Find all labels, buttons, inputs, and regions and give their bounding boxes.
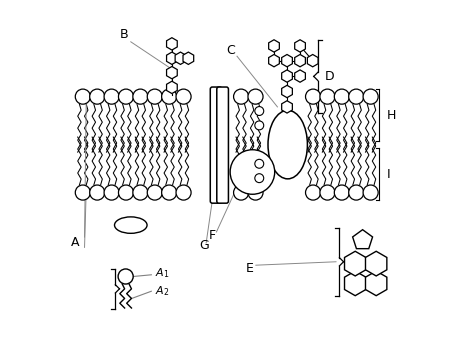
Text: $A_2$: $A_2$ — [155, 284, 169, 298]
Polygon shape — [295, 54, 305, 67]
Text: A: A — [71, 236, 79, 249]
Circle shape — [255, 107, 264, 116]
Circle shape — [176, 89, 191, 104]
Circle shape — [90, 185, 105, 200]
Polygon shape — [345, 251, 366, 276]
Text: I: I — [387, 168, 391, 181]
Circle shape — [334, 185, 349, 200]
Ellipse shape — [268, 110, 308, 179]
Polygon shape — [282, 54, 292, 67]
Circle shape — [176, 185, 191, 200]
Polygon shape — [295, 70, 305, 82]
Circle shape — [306, 89, 320, 104]
Polygon shape — [365, 251, 387, 276]
Text: D: D — [325, 70, 334, 83]
Polygon shape — [166, 38, 177, 50]
Circle shape — [230, 150, 275, 194]
Circle shape — [248, 185, 263, 200]
Circle shape — [320, 89, 335, 104]
Circle shape — [363, 185, 378, 200]
Circle shape — [133, 185, 148, 200]
Text: E: E — [246, 262, 254, 275]
Circle shape — [118, 89, 134, 104]
Polygon shape — [166, 52, 177, 64]
Polygon shape — [282, 70, 292, 82]
Circle shape — [255, 159, 264, 168]
Circle shape — [75, 185, 91, 200]
Circle shape — [75, 89, 91, 104]
Polygon shape — [353, 230, 373, 249]
Polygon shape — [269, 54, 279, 67]
FancyBboxPatch shape — [217, 87, 228, 203]
Text: C: C — [227, 44, 235, 57]
FancyBboxPatch shape — [210, 87, 222, 203]
Circle shape — [234, 89, 249, 104]
Circle shape — [320, 185, 335, 200]
Ellipse shape — [115, 217, 147, 233]
Polygon shape — [166, 81, 177, 94]
Circle shape — [104, 89, 119, 104]
Circle shape — [162, 185, 177, 200]
Polygon shape — [269, 40, 279, 52]
Circle shape — [349, 89, 364, 104]
Circle shape — [334, 89, 349, 104]
Text: G: G — [200, 239, 210, 252]
Circle shape — [118, 185, 134, 200]
Polygon shape — [282, 101, 292, 113]
Circle shape — [104, 185, 119, 200]
Circle shape — [306, 185, 320, 200]
Circle shape — [90, 89, 105, 104]
Polygon shape — [175, 52, 186, 64]
Polygon shape — [365, 271, 387, 296]
Polygon shape — [307, 54, 318, 67]
Circle shape — [255, 121, 264, 130]
Polygon shape — [345, 271, 366, 296]
Circle shape — [118, 269, 133, 284]
Text: H: H — [387, 109, 396, 122]
Circle shape — [363, 89, 378, 104]
Circle shape — [248, 89, 263, 104]
Circle shape — [147, 89, 162, 104]
Circle shape — [162, 89, 177, 104]
Text: B: B — [119, 29, 128, 42]
Text: F: F — [209, 229, 216, 242]
Circle shape — [349, 185, 364, 200]
Circle shape — [133, 89, 148, 104]
Circle shape — [234, 185, 249, 200]
Polygon shape — [183, 52, 194, 64]
Polygon shape — [282, 85, 292, 98]
Circle shape — [255, 174, 264, 183]
Polygon shape — [295, 40, 305, 52]
Text: $A_1$: $A_1$ — [155, 266, 169, 280]
Polygon shape — [166, 66, 177, 79]
Circle shape — [147, 185, 162, 200]
